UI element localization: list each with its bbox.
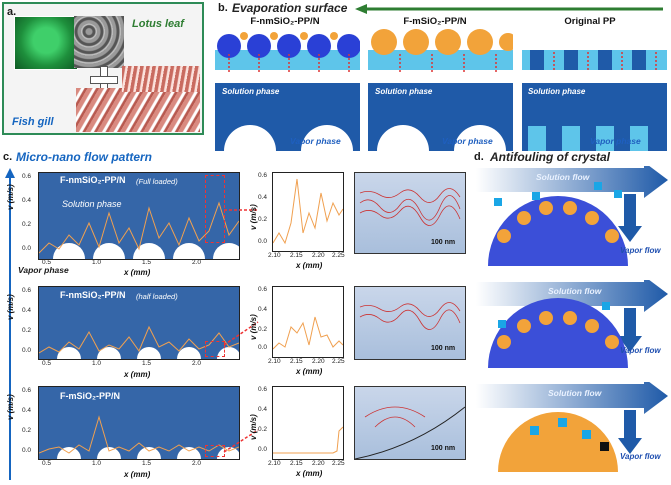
column-head-m: F-mSiO₂-PP/N — [403, 16, 467, 27]
fish-gill-photo — [122, 66, 200, 92]
zoom1-xlabel: x (mm) — [296, 261, 323, 270]
row1-plot — [38, 172, 240, 260]
zoom2-xticks: 2.10 2.15 2.20 2.25 — [268, 358, 345, 365]
zoom2-yticks: 0.6 0.4 0.2 0.0 — [258, 286, 268, 351]
antifouling-diagram-3 — [476, 382, 668, 472]
row1-xlabel: x (mm) — [124, 268, 151, 277]
column-head-nm: F-nmSiO₂-PP/N — [250, 16, 320, 27]
row3-plot — [38, 386, 240, 460]
row3-title: F-mSiO₂-PP/N — [60, 391, 121, 401]
row3-xticks: 0.5 1.0 1.5 2.0 — [42, 460, 202, 467]
row2-note: (half loaded) — [136, 292, 178, 301]
vapor-phase-label-2: Vapor phase — [442, 136, 493, 146]
panel-a: a. Lotus leaf Fish gill — [2, 2, 204, 135]
vector-field-1: 100 nm — [354, 172, 466, 254]
zoom1-plot — [272, 172, 344, 252]
zoom1-signal — [272, 178, 344, 245]
scale-label-2: 100 nm — [431, 345, 456, 352]
vector-field-2: 100 nm — [354, 286, 466, 360]
zoom-connectors — [223, 209, 259, 453]
solution-phase-label-1: Solution phase — [222, 87, 280, 96]
zoom3-plot — [272, 386, 344, 460]
zoom3-xticks: 2.10 2.15 2.20 2.25 — [268, 460, 345, 467]
zoom-box-1 — [205, 175, 225, 243]
panel-a-label: a. — [7, 6, 17, 18]
zoom1-xticks: 2.10 2.15 2.20 2.25 — [268, 252, 345, 259]
panel-d-title: Antifouling of crystal — [490, 150, 610, 164]
panel-c-title: Micro-nano flow pattern — [16, 150, 152, 164]
zoom-box-2 — [205, 341, 225, 357]
flow-direction-arrow-icon — [5, 168, 15, 480]
solution-phase-label-3: Solution phase — [528, 87, 586, 96]
vector-field-3: 100 nm — [354, 386, 466, 460]
row2-title: F-nmSiO₂-PP/N — [60, 290, 126, 300]
surface-diagram-pp — [522, 50, 667, 151]
zoom2-plot — [272, 286, 344, 358]
lotus-leaf-label: Lotus leaf — [132, 18, 184, 30]
evaporation-arrow-icon — [355, 4, 663, 14]
row2-ylabel: v (m/s) — [6, 294, 15, 320]
zoom1-yticks: 0.6 0.4 0.2 0.0 — [258, 172, 268, 245]
row3-xlabel: x (mm) — [124, 470, 151, 479]
row1-title: F-nmSiO₂-PP/N — [60, 175, 126, 185]
vapor-flow-label-3: Vapor flow — [620, 452, 661, 461]
surface-diagram-m — [368, 29, 513, 153]
zoom3-yticks: 0.6 0.4 0.2 0.0 — [258, 386, 268, 453]
row2-yticks: 0.6 0.4 0.2 0.0 — [22, 287, 32, 354]
row1-signal — [39, 201, 239, 259]
vapor-phase-label-1: Vapor phase — [290, 136, 341, 146]
solution-phase-label-2: Solution phase — [375, 87, 433, 96]
panel-b-title: Evaporation surface — [232, 1, 348, 15]
lotus-leaf-photo — [14, 16, 78, 70]
row2-xticks: 0.5 1.0 1.5 2.0 — [42, 360, 202, 367]
zoom3-signal — [273, 426, 344, 454]
solution-flow-label-1: Solution flow — [536, 172, 590, 182]
row3-yticks: 0.6 0.4 0.2 0.0 — [22, 387, 32, 454]
row1-xticks: 0.5 1.0 1.5 2.0 — [42, 259, 202, 266]
panel-c-label: c. — [3, 151, 13, 163]
row1-ylabel: v (m/s) — [6, 184, 15, 210]
scale-label-3: 100 nm — [431, 445, 456, 452]
zoom3-ylabel: v (m/s) — [249, 414, 258, 440]
vapor-phase-label-3: Vapor phase — [590, 136, 641, 146]
fish-gill-sem-image — [76, 88, 200, 132]
scale-label-1: 100 nm — [431, 239, 456, 246]
fish-gill-label: Fish gill — [12, 116, 54, 128]
row1-yticks: 0.6 0.4 0.2 0.0 — [22, 173, 32, 252]
zoom3-xlabel: x (mm) — [296, 469, 323, 478]
column-head-pp: Original PP — [564, 16, 616, 27]
zoom2-signal — [272, 316, 344, 350]
surface-diagram-nm — [215, 32, 360, 153]
solution-flow-label-3: Solution flow — [548, 388, 602, 398]
zoom1-ylabel: v (m/s) — [249, 204, 258, 230]
zoom2-xlabel: x (mm) — [296, 367, 323, 376]
vapor-flow-label-1: Vapor flow — [620, 246, 661, 255]
row2-xlabel: x (mm) — [124, 370, 151, 379]
row1-note: (Full loaded) — [136, 177, 178, 186]
vapor-flow-label-2: Vapor flow — [620, 346, 661, 355]
row1-vapor-label: Vapor phase — [18, 265, 69, 275]
row3-ylabel: v (m/s) — [6, 394, 15, 420]
antifouling-diagram-1 — [476, 166, 668, 266]
panel-d-label: d. — [474, 151, 484, 163]
zoom2-ylabel: v (m/s) — [249, 314, 258, 340]
panel-b-label: b. — [218, 2, 228, 14]
row1-solution-label: Solution phase — [62, 199, 122, 209]
solution-flow-label-2: Solution flow — [548, 286, 602, 296]
row2-plot — [38, 286, 240, 360]
lotus-sem-image — [74, 16, 124, 68]
antifouling-diagram-2 — [476, 280, 668, 368]
